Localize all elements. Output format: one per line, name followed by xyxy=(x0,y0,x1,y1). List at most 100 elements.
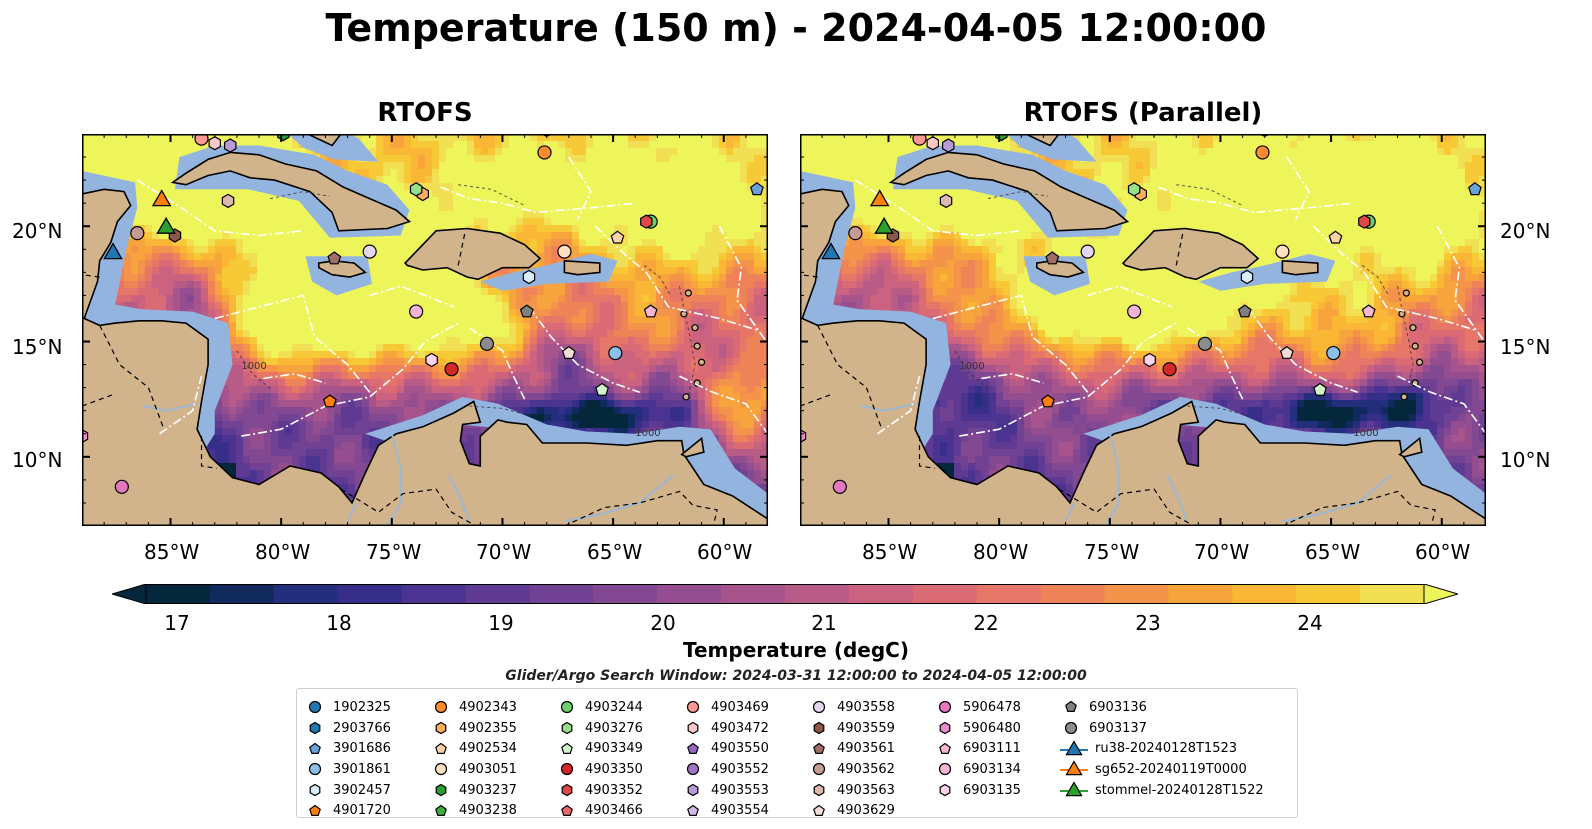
legend-marker xyxy=(561,783,573,797)
argo-float-4903051 xyxy=(1275,244,1290,259)
legend-glider-marker-icon xyxy=(1060,740,1088,755)
legend-item: 4903244 xyxy=(555,697,643,718)
argo-float-6903135 xyxy=(1143,352,1156,368)
legend-circle-marker-icon xyxy=(560,701,574,714)
argo-floats xyxy=(82,134,764,494)
legend-marker xyxy=(560,763,574,776)
lat-tick-label: 20°N xyxy=(12,219,63,243)
colorbar-segment xyxy=(1360,584,1425,604)
colorbar-segment xyxy=(337,584,403,604)
colorbar-segment xyxy=(1040,584,1105,604)
legend-hexagon-marker-icon xyxy=(309,783,321,797)
argo-float-4903561 xyxy=(327,251,342,265)
legend-item: 6903111 xyxy=(933,738,1021,759)
legend-column: 4903469 4903472 4903550 4903552 4903553 49035… xyxy=(681,697,769,821)
lat-tick-label: 20°N xyxy=(1500,219,1551,243)
legend-pentagon-marker-icon xyxy=(813,742,825,754)
legend-marker xyxy=(561,721,573,735)
argo-float-6903111 xyxy=(643,304,658,318)
colorbar-segment xyxy=(529,584,594,604)
legend-marker xyxy=(435,742,447,754)
land xyxy=(800,134,1486,526)
legend-item: 3902457 xyxy=(303,780,391,801)
legend-item: 4903553 xyxy=(681,780,769,801)
legend-marker xyxy=(309,804,321,816)
colorbar-segment xyxy=(848,584,914,604)
argo-float-6903111 xyxy=(1361,304,1376,318)
argo-float-6903136 xyxy=(1237,304,1252,318)
legend-item: 4903559 xyxy=(807,718,895,739)
legend-hexagon-marker-icon xyxy=(435,783,447,797)
legend-pentagon-marker-icon xyxy=(435,742,447,754)
argo-float-4903469 xyxy=(912,134,927,146)
argo-float-4903553 xyxy=(942,138,955,153)
legend-hexagon-marker-icon xyxy=(939,721,951,735)
legend-item: 6903134 xyxy=(933,759,1021,780)
colorbar-segment xyxy=(401,584,466,604)
legend-label: 4903559 xyxy=(837,720,895,736)
legend-marker xyxy=(560,701,574,714)
legend-hexagon-marker-icon xyxy=(813,783,825,797)
argo-float-4903558 xyxy=(1080,244,1095,259)
legend-marker xyxy=(812,701,826,714)
axis-ticks xyxy=(800,134,1486,526)
legend-item: sg652-20240119T0000 xyxy=(1059,759,1264,780)
legend-label: 4903553 xyxy=(711,782,769,798)
legend-label: 5906478 xyxy=(963,699,1021,715)
colorbar-tick-label: 20 xyxy=(650,611,676,635)
panel-title-rtofs-parallel: RTOFS (Parallel) xyxy=(1023,98,1263,128)
legend-marker xyxy=(939,742,951,754)
colorbar-tick-label: 21 xyxy=(811,611,837,635)
legend-circle-marker-icon xyxy=(686,701,700,714)
legend-item: 4903472 xyxy=(681,718,769,739)
legend-pentagon-marker-icon xyxy=(435,804,447,816)
legend-column: 1902325 2903766 3901686 3901861 3902457 49017… xyxy=(303,697,391,821)
legend-item: 3901686 xyxy=(303,738,391,759)
legend-item: 4903554 xyxy=(681,800,769,821)
colorbar-segment xyxy=(657,584,722,604)
legend-label: 6903135 xyxy=(963,782,1021,798)
legend-circle-marker-icon xyxy=(938,763,952,776)
argo-float-4903553 xyxy=(224,138,237,153)
legend-marker xyxy=(309,742,321,754)
lon-tick-label: 85°W xyxy=(862,540,918,564)
legend-circle-marker-icon xyxy=(686,763,700,776)
colorbar-tick-label: 23 xyxy=(1135,611,1161,635)
lat-tick-label: 15°N xyxy=(1500,335,1551,359)
legend-label: 6903111 xyxy=(963,741,1021,757)
legend-marker xyxy=(435,783,447,797)
legend-hexagon-marker-icon xyxy=(939,783,951,797)
legend-item: 4903466 xyxy=(555,800,643,821)
colorbar-segment xyxy=(1232,584,1297,604)
legend-marker xyxy=(938,763,952,776)
legend-item: 4902355 xyxy=(429,718,517,739)
argo-float-6903135 xyxy=(425,352,438,368)
lon-tick-label: 80°W xyxy=(255,540,311,564)
legend-hexagon-marker-icon xyxy=(687,783,699,797)
legend-column: 4902343 4902355 4902534 4903051 4903237 49032… xyxy=(429,697,517,821)
legend-pentagon-marker-icon xyxy=(687,804,699,816)
colorbar-tick-label: 18 xyxy=(326,611,352,635)
argo-float-4903349 xyxy=(595,382,609,396)
glider-stommel xyxy=(874,216,894,234)
legend-marker xyxy=(308,701,322,714)
legend-item: 4903276 xyxy=(555,718,643,739)
country-borders xyxy=(82,233,718,526)
legend-label: 6903134 xyxy=(963,761,1021,777)
lon-tick-label: 75°W xyxy=(366,540,422,564)
legend-item: 4903238 xyxy=(429,800,517,821)
argo-float-4903350 xyxy=(444,362,459,377)
argo-float-6903136 xyxy=(519,304,534,318)
legend-marker xyxy=(308,763,322,776)
argo-float-4903276 xyxy=(1127,182,1141,197)
legend-hexagon-marker-icon xyxy=(309,721,321,735)
legend-item: 1902325 xyxy=(303,697,391,718)
legend-column: 5906478 5906480 6903111 6903134 6903135 xyxy=(933,697,1021,800)
legend-item: 4903469 xyxy=(681,697,769,718)
contour-label: 1000 xyxy=(959,361,984,372)
legend-item: 4902534 xyxy=(429,738,517,759)
legend-marker xyxy=(687,742,699,754)
lat-tick-label: 15°N xyxy=(12,335,63,359)
legend-marker xyxy=(687,804,699,816)
colorbar-segment xyxy=(976,584,1042,604)
